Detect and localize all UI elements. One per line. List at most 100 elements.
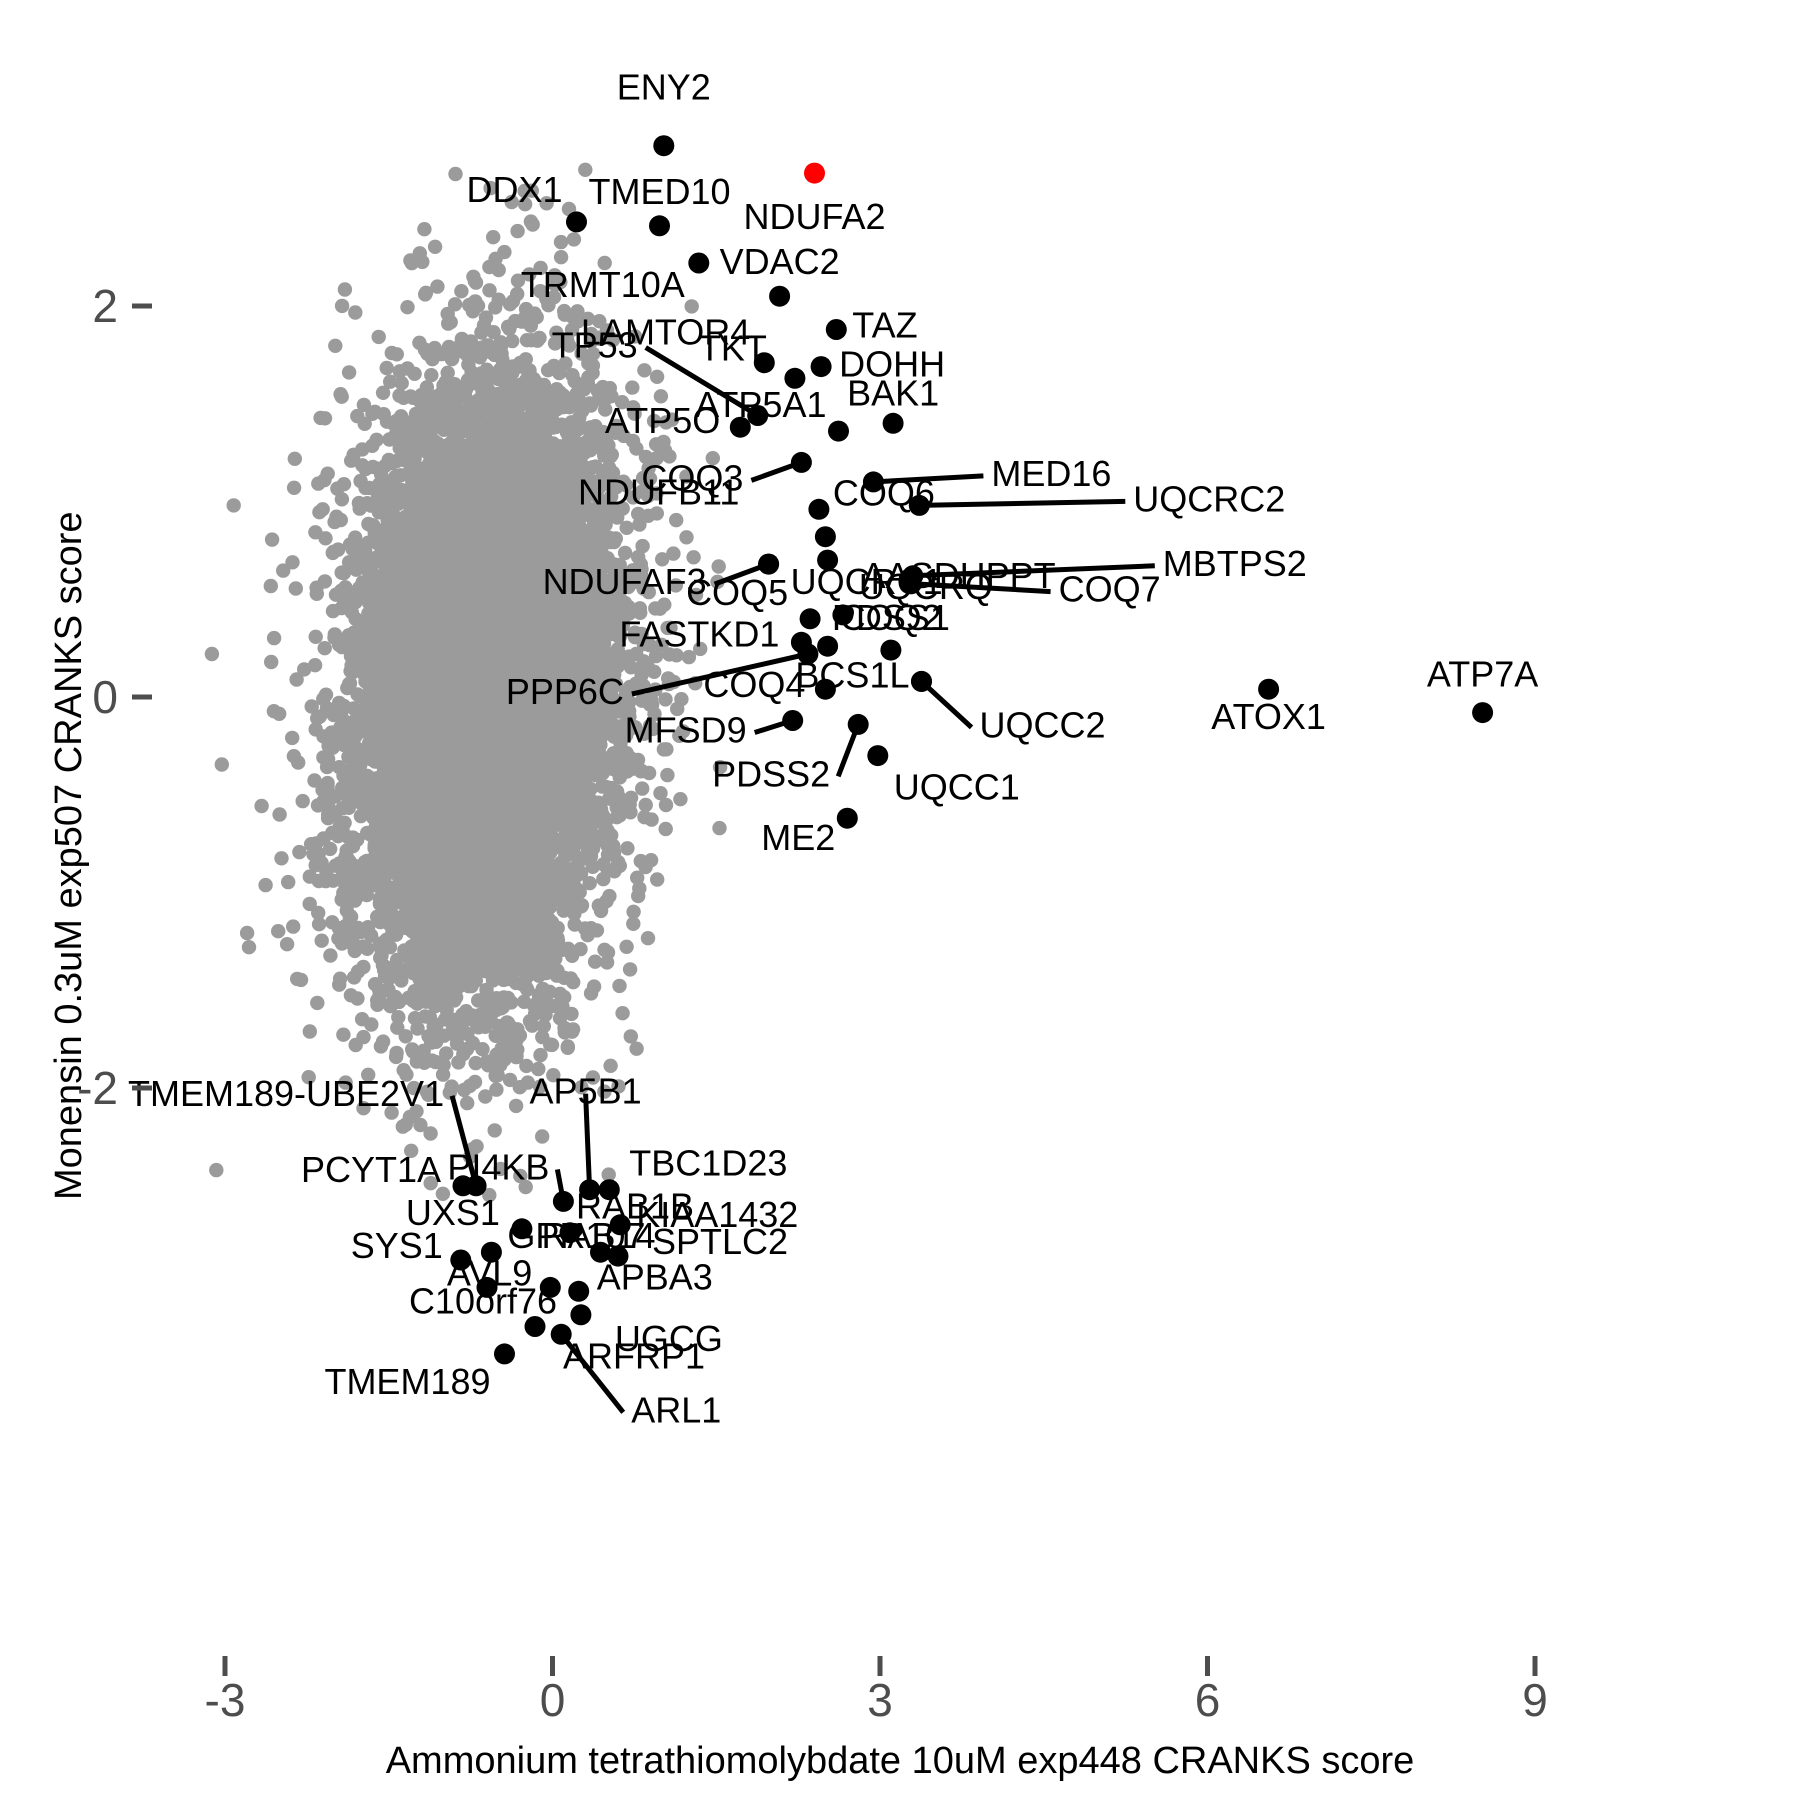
leader-line-ap5b1: [583, 1093, 593, 1190]
point-label-atp5a1: ATP5A1: [695, 384, 826, 425]
point-label-med16: MED16: [991, 453, 1111, 494]
point-label-uqcrc1: UQCRC1: [791, 561, 943, 602]
point-label-atp7a: ATP7A: [1427, 654, 1538, 695]
data-point-me2: [836, 807, 858, 829]
y-axis-title: Monensin 0.3uM exp507 CRANKS score: [48, 511, 90, 1200]
background-point-cloud: [204, 162, 728, 1295]
data-point-rab1b: [559, 1222, 581, 1244]
data-point-uqcc2: [911, 670, 932, 692]
leader-line-ppp6c: [631, 651, 809, 697]
data-point-ugcg: [570, 1304, 592, 1326]
point-label-sptlc2: SPTLC2: [652, 1221, 788, 1262]
point-label-pcyt1a: PCYT1A: [301, 1149, 441, 1190]
point-label-group: ENY2 NDUFA2 DDX1 TMED10 TRMT10A VDAC2 TAZ LAMTO…: [128, 67, 1538, 1431]
point-label-tmem189: TMEM189: [324, 1361, 490, 1402]
point-label-ndufa2: NDUFA2: [743, 196, 885, 237]
data-point-arl1: [550, 1323, 572, 1345]
point-label-rab1b: RAB1B: [576, 1186, 694, 1227]
data-point-mbtps2: [902, 565, 924, 587]
data-point-aasdhppt: [817, 549, 839, 571]
point-label-coq3: COQ3: [641, 457, 743, 498]
point-label-sys1: SYS1: [351, 1225, 443, 1266]
data-point-bak1: [882, 412, 904, 434]
data-point-tmem189-ube2v1: [465, 1175, 487, 1197]
point-label-pdss1: PDSS1: [832, 597, 950, 638]
point-label-uqcc1: UQCC1: [894, 767, 1020, 808]
data-point-uqcrq: [832, 604, 854, 626]
point-label-coq4: COQ4: [703, 664, 805, 705]
x-axis-title: Ammonium tetrathiomolybdate 10uM exp448 …: [385, 1740, 1415, 1782]
point-label-uqcrq: UQCRQ: [859, 566, 993, 607]
point-label-ppp6c: PPP6C: [506, 671, 624, 712]
point-label-avl9: AVL9: [447, 1252, 532, 1293]
point-label-arfrp1: ARFRP1: [563, 1336, 705, 1377]
data-point-coq3: [790, 451, 812, 473]
data-point-coq4: [814, 678, 836, 700]
point-label-tmed10: TMED10: [588, 171, 730, 212]
x-axis-ticks: -3 0 3 6 9: [205, 1656, 1548, 1726]
y-tick-label: 0: [92, 671, 118, 723]
point-label-bak1: BAK1: [847, 372, 939, 413]
point-label-pi4kb: PI4KB: [447, 1146, 549, 1187]
point-label-tkt: TKT: [699, 327, 767, 368]
point-label-ugcg: UGCG: [615, 1318, 723, 1359]
data-point-uqcc1: [867, 745, 889, 767]
point-label-tp53: TP53: [552, 325, 638, 366]
leader-line-uqcc2: [919, 679, 974, 730]
data-point-tkt: [784, 367, 806, 389]
leader-line-uqcrc2: [919, 498, 1126, 508]
leader-line-tmem189-ube2v1: [449, 1095, 479, 1187]
data-point-rab14: [590, 1241, 611, 1263]
point-label-taz: TAZ: [852, 305, 917, 346]
leader-line-arl1: [559, 1332, 626, 1414]
point-label-uqcrc2: UQCRC2: [1133, 478, 1285, 519]
data-point-taz: [825, 319, 847, 340]
point-label-uqcc2: UQCC2: [980, 704, 1106, 745]
y-tick-label: 2: [92, 280, 118, 332]
data-point-mfsd9: [782, 710, 804, 731]
data-point-atp5a1: [828, 420, 849, 442]
data-point-arfrp1: [524, 1316, 546, 1337]
data-point-tp53: [747, 405, 769, 426]
point-label-gpr107: GPR107: [507, 1215, 645, 1256]
data-point-eny2: [653, 135, 675, 157]
point-label-coq5: COQ5: [686, 572, 788, 613]
data-point-avl9: [539, 1276, 561, 1298]
data-point-pi4kb: [552, 1190, 574, 1212]
point-label-ndufb11: NDUFB11: [578, 472, 739, 513]
point-label-mfsd9: MFSD9: [625, 710, 747, 751]
point-label-me2: ME2: [761, 817, 835, 858]
x-tick-label: -3: [205, 1674, 246, 1726]
y-axis-title-wrapper: Monensin 0.3uM exp507 CRANKS score: [48, 511, 737, 1243]
point-label-kiaa1432: KIAA1432: [636, 1194, 798, 1235]
data-point-atp7a: [1472, 702, 1494, 724]
point-label-coq2: COQ2: [840, 597, 942, 638]
data-point-trmt10a: [688, 252, 710, 274]
data-point-uqcrc2: [908, 494, 930, 516]
point-label-vdac2: VDAC2: [720, 241, 840, 282]
y-tick-label: -2: [77, 1062, 118, 1114]
data-point-gpr107: [480, 1241, 502, 1263]
data-point-ppp6c: [797, 643, 819, 665]
data-point-lamtor4: [753, 352, 775, 374]
x-tick-label: 3: [867, 1674, 893, 1726]
data-point-sptlc2: [607, 1245, 629, 1267]
point-label-fastkd1: FASTKD1: [619, 613, 779, 654]
point-label-ndufaf3: NDUFAF3: [543, 561, 707, 602]
point-label-ddx1: DDX1: [466, 169, 562, 210]
leader-line-tp53: [644, 345, 759, 418]
data-point-pdss2: [847, 713, 869, 735]
point-label-trmt10a: TRMT10A: [521, 264, 685, 305]
point-label-apba3: APBA3: [597, 1256, 713, 1297]
data-point-ap5b1: [579, 1179, 601, 1201]
point-label-coq7: COQ7: [1059, 569, 1161, 610]
leader-line-med16: [873, 473, 984, 485]
data-point-dohh: [810, 356, 832, 378]
point-label-tmem189-ube2v1: TMEM189-UBE2V1: [128, 1073, 444, 1114]
data-point-ndufa2: [804, 162, 825, 184]
point-label-eny2: ENY2: [617, 67, 711, 108]
data-point-pdss1: [880, 639, 902, 661]
data-point-ndufaf3: [758, 553, 780, 575]
